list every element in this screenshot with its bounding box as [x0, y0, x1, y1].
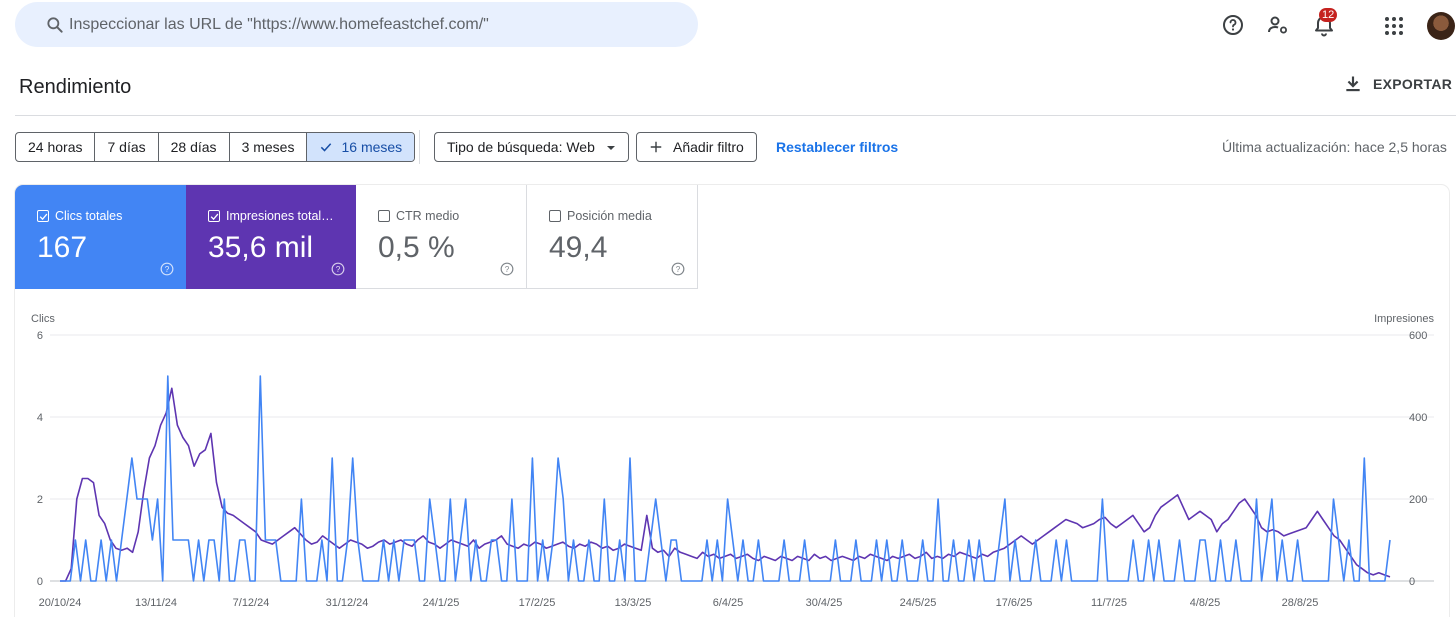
- metric-value: 0,5 %: [378, 231, 455, 264]
- help-icon[interactable]: ?: [160, 262, 174, 276]
- download-icon: [1346, 76, 1360, 92]
- svg-text:?: ?: [505, 265, 510, 274]
- checkbox-checked-icon[interactable]: [37, 210, 49, 222]
- page-title: Rendimiento: [19, 76, 132, 98]
- left-axis-tick-label: 4: [37, 412, 43, 424]
- date-range-7d[interactable]: 7 días: [95, 133, 159, 161]
- x-axis-tick-label: 24/5/25: [900, 597, 937, 609]
- metric-average-ctr[interactable]: CTR medio 0,5 % ?: [356, 185, 527, 289]
- metric-label: Clics totales: [55, 209, 123, 223]
- impressions-series-line: [60, 387, 1391, 582]
- right-axis-label: Impresiones: [1374, 313, 1434, 325]
- check-icon: [321, 143, 332, 152]
- filter-separator: [419, 130, 420, 164]
- checkbox-unchecked-icon[interactable]: [378, 210, 390, 222]
- search-input[interactable]: Inspeccionar las URL de "https://www.hom…: [69, 16, 489, 33]
- help-icon[interactable]: ?: [331, 262, 345, 276]
- help-icon[interactable]: [1221, 13, 1245, 37]
- avatar[interactable]: [1427, 12, 1455, 40]
- metric-label: Impresiones total…: [226, 209, 334, 223]
- x-axis-tick-label: 17/2/25: [519, 597, 556, 609]
- left-axis-tick-label: 0: [37, 576, 43, 588]
- left-axis-label: Clics: [31, 313, 55, 325]
- svg-text:?: ?: [676, 265, 681, 274]
- right-axis-tick-label: 200: [1409, 494, 1427, 506]
- search-icon: [47, 17, 63, 33]
- svg-text:?: ?: [336, 265, 341, 274]
- last-update-text: Última actualización: hace 2,5 horas: [1222, 139, 1447, 155]
- x-axis-tick-label: 11/7/25: [1091, 597, 1127, 609]
- url-inspection-search[interactable]: Inspeccionar las URL de "https://www.hom…: [15, 2, 698, 47]
- x-axis-tick-label: 6/4/25: [713, 597, 744, 609]
- metric-value: 49,4: [549, 231, 608, 264]
- date-range-24h[interactable]: 24 horas: [16, 133, 96, 161]
- metric-total-clicks[interactable]: Clics totales 167 ?: [15, 185, 186, 289]
- x-axis-tick-label: 31/12/24: [326, 597, 369, 609]
- metric-label: Posición media: [567, 209, 652, 223]
- svg-text:?: ?: [165, 265, 170, 274]
- performance-chart[interactable]: Clics Impresiones 6 4 2 0 600 400 200 0 20/10/…: [0, 300, 1456, 617]
- metric-label: CTR medio: [396, 209, 460, 223]
- x-axis-tick-label: 20/10/24: [39, 597, 82, 609]
- export-label: EXPORTAR: [1373, 76, 1453, 92]
- metric-value: 167: [37, 231, 88, 264]
- left-axis-tick-label: 6: [37, 330, 43, 342]
- help-icon[interactable]: ?: [671, 262, 685, 276]
- search-type-dropdown[interactable]: Tipo de búsqueda: Web: [434, 132, 629, 162]
- x-axis-tick-label: 13/3/25: [615, 597, 652, 609]
- right-axis-tick-label: 600: [1409, 330, 1427, 342]
- date-range-3m[interactable]: 3 meses: [230, 133, 308, 161]
- reset-filters-link[interactable]: Restablecer filtros: [776, 139, 899, 155]
- top-bar: Inspeccionar las URL de "https://www.hom…: [0, 0, 1456, 52]
- checkbox-checked-icon[interactable]: [208, 210, 220, 222]
- notifications-badge: 12: [1319, 8, 1338, 22]
- clicks-series-line: [60, 375, 1391, 582]
- divider: [15, 115, 1456, 116]
- dropdown-arrow-icon: [607, 146, 615, 150]
- plus-icon: [650, 141, 662, 153]
- export-button[interactable]: EXPORTAR: [1343, 74, 1452, 94]
- x-axis-tick-label: 4/8/25: [1190, 597, 1221, 609]
- x-axis-tick-label: 28/8/25: [1282, 597, 1319, 609]
- user-settings-icon[interactable]: [1266, 13, 1290, 37]
- date-range-16m[interactable]: 16 meses: [307, 133, 415, 161]
- date-range-28d[interactable]: 28 días: [159, 133, 230, 161]
- x-axis-tick-label: 17/6/25: [996, 597, 1033, 609]
- left-axis-tick-label: 2: [37, 494, 43, 506]
- metric-average-position[interactable]: Posición media 49,4 ?: [527, 185, 698, 289]
- x-axis-tick-label: 24/1/25: [423, 597, 460, 609]
- checkbox-unchecked-icon[interactable]: [549, 210, 561, 222]
- add-filter-button[interactable]: Añadir filtro: [636, 132, 757, 162]
- right-axis-tick-label: 0: [1409, 576, 1415, 588]
- apps-grid-icon[interactable]: [1382, 14, 1406, 38]
- help-icon[interactable]: ?: [500, 262, 514, 276]
- x-axis-tick-label: 13/11/24: [135, 597, 177, 609]
- metric-value: 35,6 mil: [208, 231, 314, 264]
- x-axis-tick-label: 30/4/25: [806, 597, 843, 609]
- right-axis-tick-label: 400: [1409, 412, 1427, 424]
- x-axis-tick-label: 7/12/24: [233, 597, 270, 609]
- date-range-selector: 24 horas 7 días 28 días 3 meses 16 meses: [15, 132, 416, 162]
- metric-total-impressions[interactable]: Impresiones total… 35,6 mil ?: [186, 185, 357, 289]
